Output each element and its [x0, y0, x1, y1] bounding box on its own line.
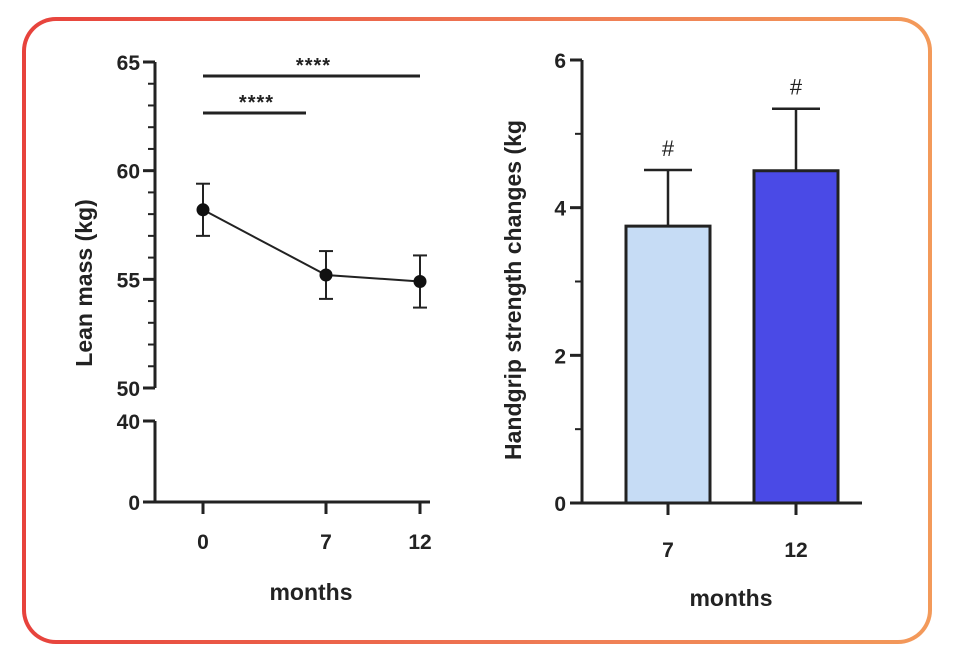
data-point-7: [319, 268, 333, 282]
right-y-tick-label: 4: [554, 198, 566, 221]
left-y-axis-label: Lean mass (kg): [71, 199, 97, 366]
bar-7: [624, 224, 712, 505]
right-y-tick-label: 0: [554, 493, 566, 516]
left-y-tick-label: 65: [117, 52, 141, 75]
left-y-tick-label: 0: [128, 492, 140, 515]
left-x-axis-label: months: [269, 579, 352, 605]
lean-mass-series-line: [202, 208, 421, 283]
significance-label: ****: [296, 55, 331, 77]
data-point-0: [196, 203, 210, 217]
bar-annotation: #: [662, 136, 675, 161]
right-y-tick-label: 6: [554, 50, 566, 73]
left-y-tick-label: 55: [117, 269, 141, 292]
left-x-tick-label: 7: [320, 531, 332, 554]
right-y-tick-label: 2: [554, 345, 566, 368]
significance-label: ****: [239, 92, 274, 114]
right-x-tick-label: 12: [784, 539, 807, 562]
lean-mass-chart: Lean mass (kg) months 50 55 60 65 0 40 0 7 12 ***…: [71, 52, 432, 605]
left-y-tick-label: 60: [117, 161, 140, 184]
left-x-tick-label: 12: [408, 531, 431, 554]
handgrip-chart: Handgrip strength changes (kg months 0 2 4…: [500, 50, 862, 611]
right-y-axis-label: Handgrip strength changes (kg: [500, 120, 526, 460]
bar-annotation: #: [790, 75, 803, 100]
right-x-tick-label: 7: [662, 539, 674, 562]
left-y-tick-label: 40: [117, 411, 140, 434]
left-x-tick-label: 0: [197, 531, 209, 554]
right-x-axis-label: months: [689, 585, 772, 611]
data-point-12: [413, 275, 427, 289]
bar-12: [752, 169, 840, 505]
left-y-tick-label: 50: [117, 378, 140, 401]
